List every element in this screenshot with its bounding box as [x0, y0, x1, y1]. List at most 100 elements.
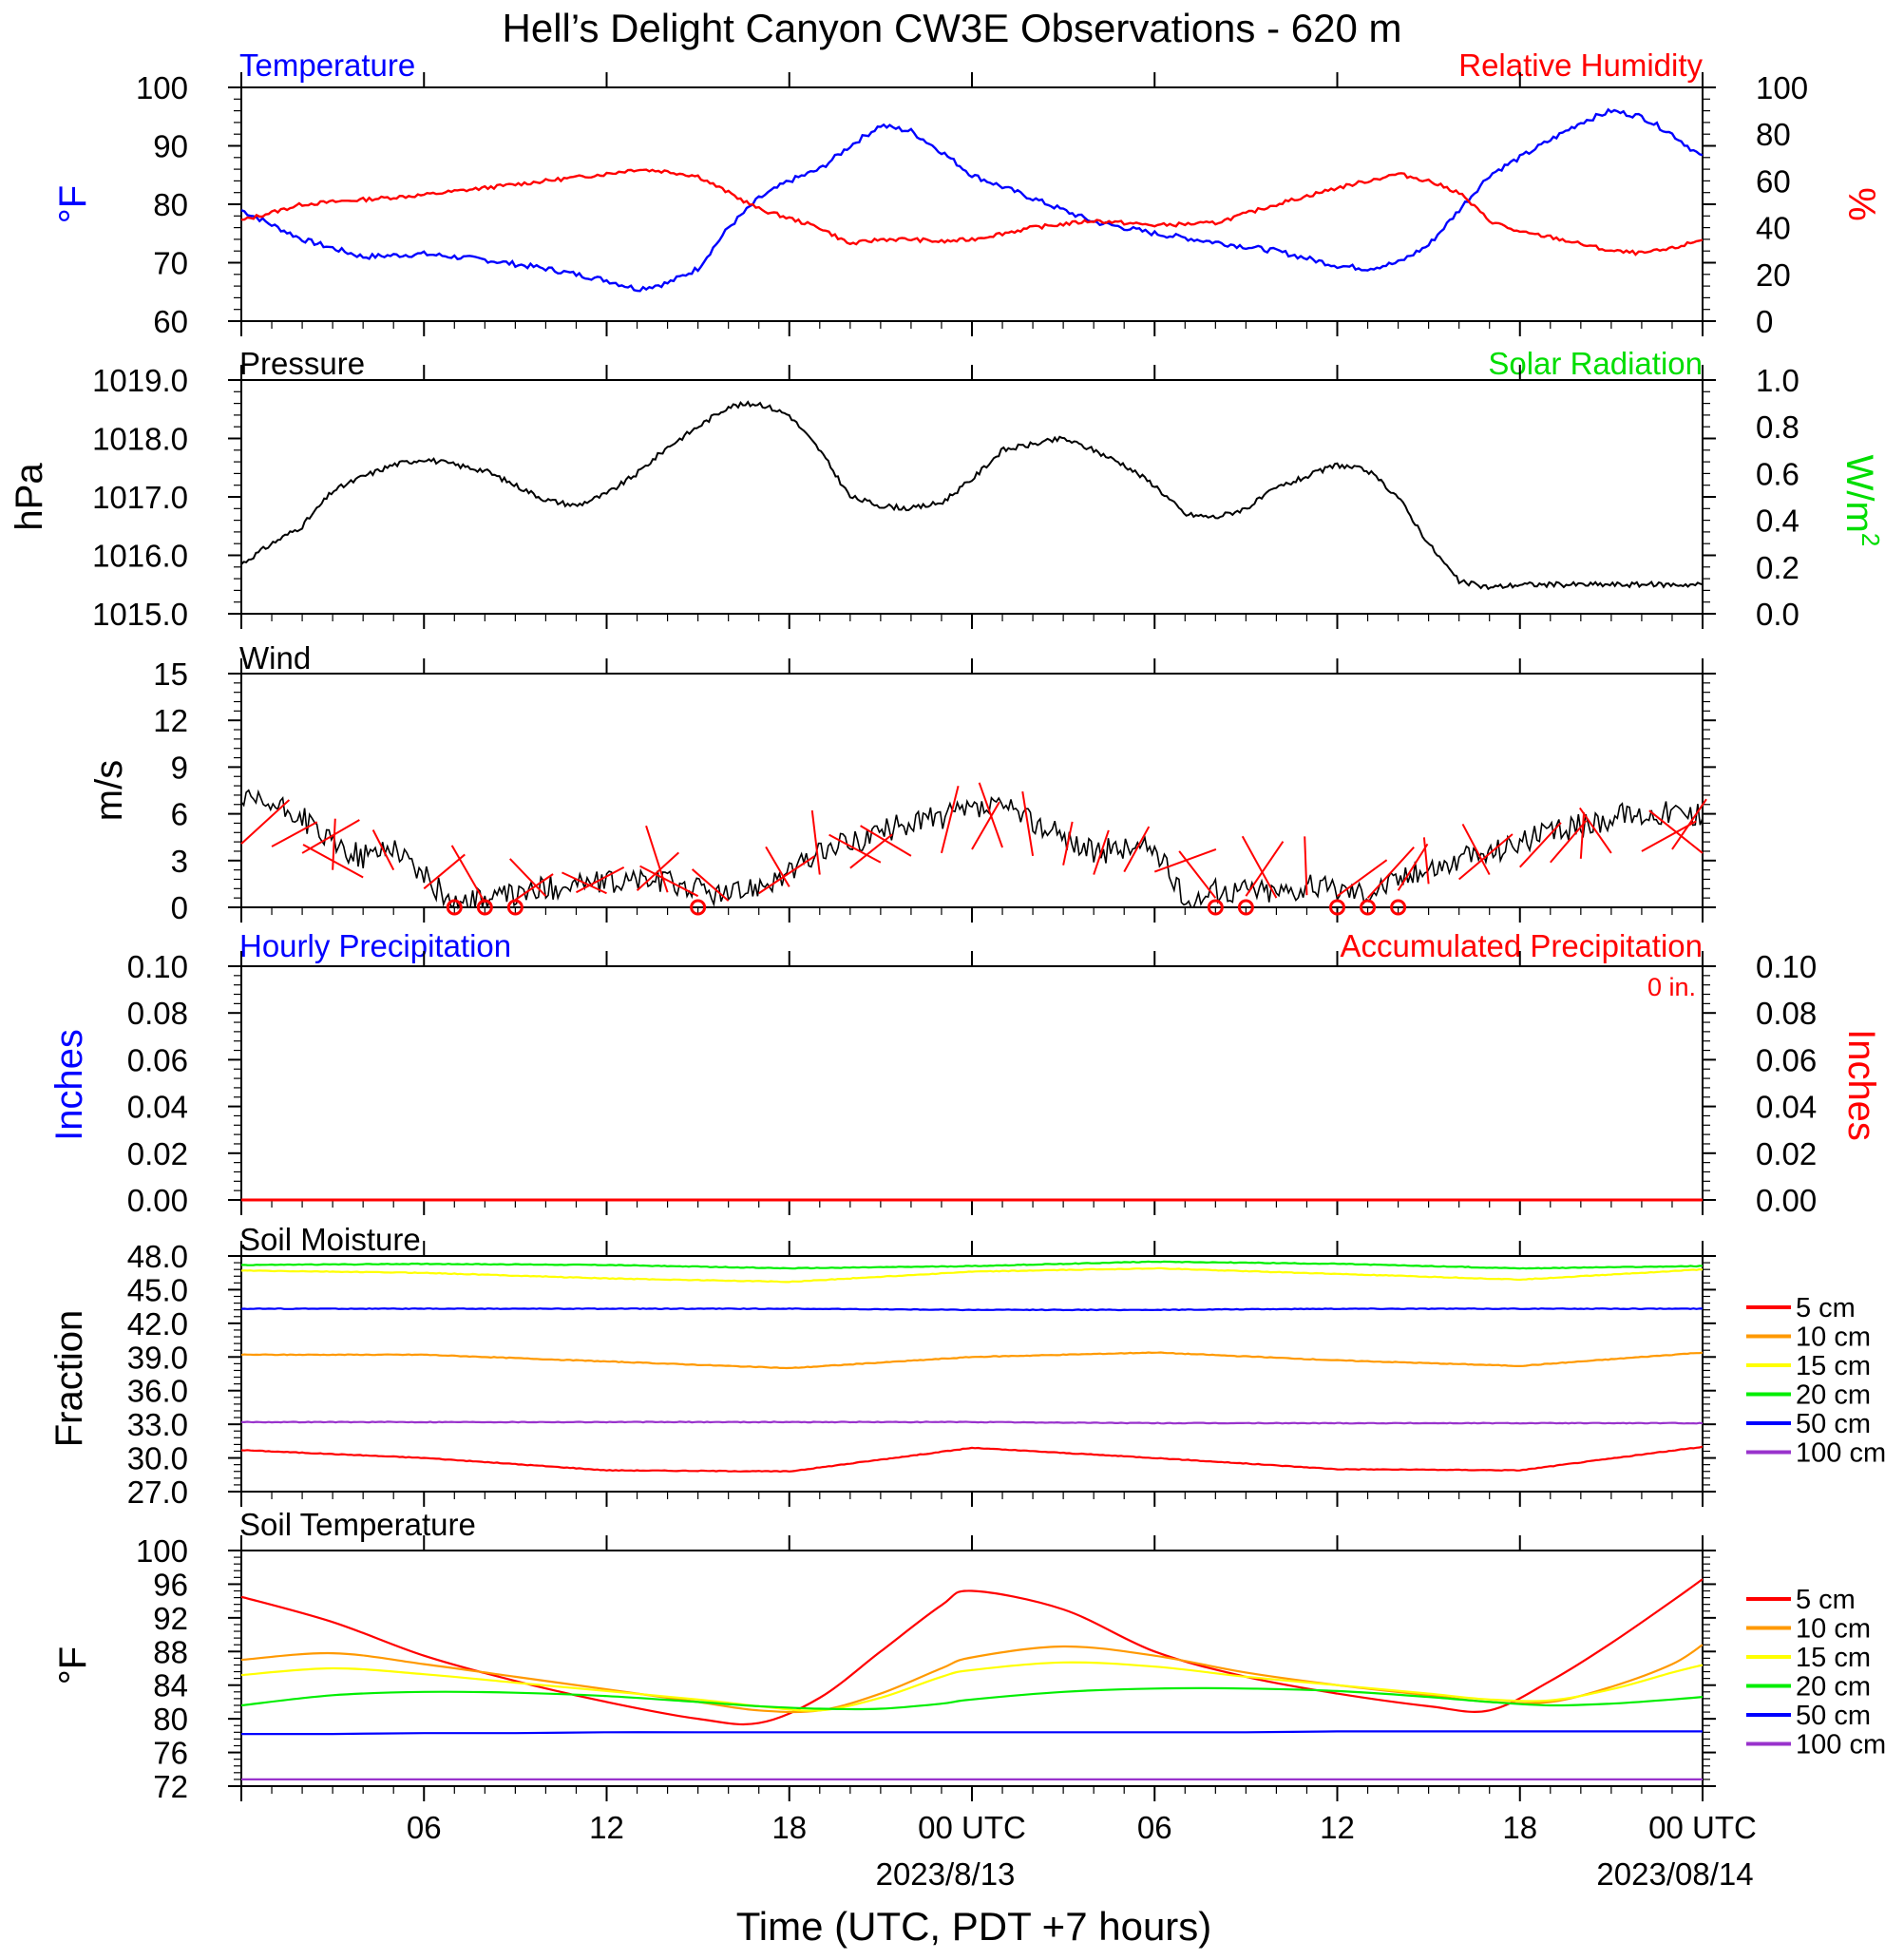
legend-label: 20 cm [1796, 1672, 1871, 1703]
wind-barb [450, 845, 486, 904]
wind-barb [1519, 822, 1562, 868]
y-tick-label-left: 39.0 [127, 1340, 188, 1375]
solar-axis-label-sup: 2 [1856, 533, 1885, 546]
calm-wind-marker [476, 899, 493, 916]
legend-label: 5 cm [1796, 1293, 1856, 1323]
legend-label: 15 cm [1796, 1351, 1871, 1381]
wind-barb [371, 829, 395, 871]
y-tick-label-right: 0.8 [1756, 409, 1799, 445]
wind-barb [301, 819, 360, 854]
wind-barb [828, 833, 882, 864]
wind-barb [860, 825, 912, 857]
y-tick-label-left: 70 [153, 246, 188, 281]
solar-axis-label: W/m2 [1838, 455, 1885, 547]
series-line-15cm [240, 1266, 1704, 1284]
series-line-10cm [240, 1351, 1704, 1370]
series-line-100cm [240, 1420, 1704, 1425]
calm-wind-marker [1329, 899, 1345, 916]
wind-barb [1336, 859, 1388, 897]
wind-barb [1021, 790, 1035, 857]
y-tick-label-right: 20 [1756, 257, 1791, 293]
y-tick-label-left: 0 [171, 890, 188, 925]
y-tick-label-right: 0.6 [1756, 456, 1799, 491]
y-tick-label-left: 9 [171, 750, 188, 785]
y-tick-label-right: 0.08 [1756, 996, 1817, 1031]
x-tick-label: 06 [1137, 1810, 1172, 1845]
wind-axis-label: m/s [88, 760, 130, 821]
accum-precip-axis-label: Inches [1840, 1029, 1882, 1141]
y-tick-label-left: 0.10 [127, 949, 188, 984]
wind-barb [1578, 807, 1612, 854]
series-line-20cm [240, 1260, 1703, 1270]
wind-barb [639, 865, 699, 898]
legend-label: 10 cm [1796, 1614, 1871, 1645]
y-tick-label-right: 0.06 [1756, 1042, 1817, 1077]
y-tick-label-left: 100 [136, 70, 188, 105]
y-tick-label-left: 1016.0 [92, 539, 188, 574]
y-tick-label-left: 90 [153, 129, 188, 164]
calm-wind-marker [1360, 899, 1377, 916]
series-line-5cm [240, 1445, 1704, 1474]
wind-barb [302, 844, 364, 879]
wind-barb [271, 821, 318, 847]
y-tick-label-left: 80 [153, 1702, 188, 1737]
y-tick-label-left: 1017.0 [92, 480, 188, 515]
y-tick-label-left: 0.00 [127, 1183, 188, 1218]
accum-precip-annotation: 0 in. [1647, 973, 1696, 1001]
wind-barb [1579, 812, 1586, 859]
wind-barb [1550, 820, 1588, 864]
y-tick-label-right: 0.0 [1756, 597, 1799, 632]
hourly-precip-panel-title: Hourly Precipitation [239, 928, 511, 963]
wind-barb [645, 825, 669, 893]
y-tick-label-left: 48.0 [127, 1239, 188, 1274]
y-tick-label-left: 6 [171, 797, 188, 832]
y-tick-label-left: 27.0 [127, 1475, 188, 1510]
date-label-1: 2023/8/13 [876, 1856, 1016, 1892]
series-line-50cm [240, 1730, 1703, 1736]
y-tick-label-left: 0.02 [127, 1136, 188, 1171]
wind-barb [1304, 836, 1308, 896]
wind-barb [1062, 821, 1074, 866]
series-line-50cm [240, 1307, 1704, 1312]
y-tick-label-left: 100 [136, 1533, 188, 1569]
wind-barb [1123, 826, 1151, 873]
x-tick-label: 12 [589, 1810, 624, 1845]
pressure-axis-label: hPa [9, 463, 50, 531]
x-axis-label: Time (UTC, PDT +7 hours) [736, 1904, 1212, 1949]
y-tick-label-right: 60 [1756, 163, 1791, 199]
y-tick-label-left: 1015.0 [92, 597, 188, 632]
legend-label: 5 cm [1796, 1585, 1856, 1615]
y-tick-label-right: 0.10 [1756, 949, 1817, 984]
y-tick-label-left: 80 [153, 187, 188, 222]
wind-barb [514, 873, 554, 901]
figure-title: Hell’s Delight Canyon CW3E Observations … [503, 6, 1402, 50]
soil-moisture-panel-title: Soil Moisture [239, 1222, 421, 1257]
temperature-line [240, 107, 1704, 293]
wind-barb [1648, 809, 1704, 854]
x-tick-label: 18 [771, 1810, 807, 1845]
y-tick-label-right: 0.2 [1756, 550, 1799, 585]
calm-wind-marker [446, 899, 463, 916]
solar-axis-label-base: W/m [1838, 455, 1880, 533]
y-tick-label-left: 15 [153, 657, 188, 692]
humidity-panel-title: Relative Humidity [1458, 48, 1703, 83]
y-tick-label-right: 80 [1756, 117, 1791, 152]
y-tick-label-left: 1018.0 [92, 422, 188, 457]
legend-label: 100 cm [1796, 1730, 1886, 1760]
y-tick-label-left: 12 [153, 703, 188, 738]
wind-panel-title: Wind [239, 640, 311, 676]
wind-barb [1178, 850, 1217, 899]
calm-wind-marker [506, 899, 524, 916]
solar-panel-title: Solar Radiation [1488, 346, 1703, 381]
y-tick-label-right: 0.04 [1756, 1090, 1817, 1125]
temperature-panel-title: Temperature [239, 48, 415, 83]
wind-barb [423, 853, 466, 890]
wind-barb [978, 782, 1003, 848]
legend-label: 10 cm [1796, 1323, 1871, 1353]
y-tick-label-left: 0.06 [127, 1042, 188, 1077]
y-tick-label-right: 0.4 [1756, 504, 1799, 539]
wind-barb [758, 855, 815, 895]
soil-moisture-axis-label: Fraction [48, 1310, 90, 1448]
y-tick-label-right: 100 [1756, 70, 1808, 105]
